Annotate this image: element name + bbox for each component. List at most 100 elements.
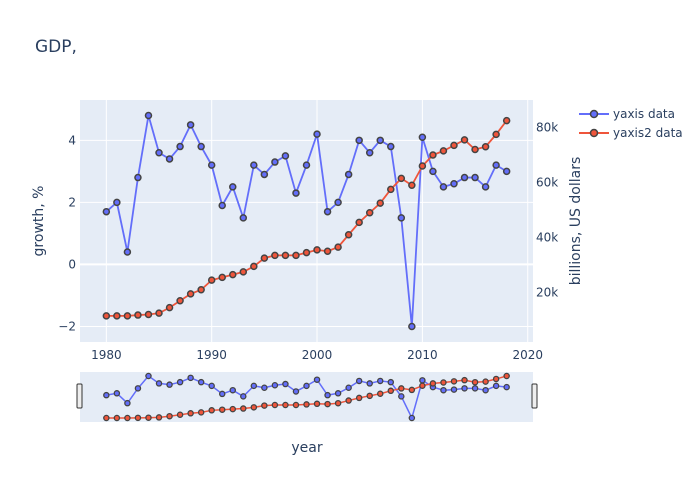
- series-point-1[interactable]: [460, 136, 469, 144]
- slider-series-point-1: [124, 414, 131, 422]
- series-point-1[interactable]: [260, 254, 269, 262]
- series-point-1[interactable]: [334, 243, 342, 251]
- series-point-1[interactable]: [292, 251, 300, 260]
- series-point-1[interactable]: [144, 310, 153, 319]
- series-point-0[interactable]: [207, 161, 216, 169]
- series-point-1[interactable]: [186, 290, 195, 298]
- series-point-1[interactable]: [197, 286, 205, 294]
- slider-series-point-0: [261, 384, 268, 391]
- series-point-0[interactable]: [229, 183, 237, 191]
- series-point-0[interactable]: [481, 183, 490, 191]
- series-point-0[interactable]: [439, 183, 448, 191]
- series-point-1[interactable]: [165, 303, 174, 312]
- series-point-0[interactable]: [144, 111, 153, 120]
- series-point-0[interactable]: [418, 133, 427, 141]
- series-point-1[interactable]: [502, 116, 511, 125]
- slider-series-point-0: [419, 377, 426, 384]
- slider-series-point-0: [271, 382, 279, 389]
- series-point-1[interactable]: [408, 181, 416, 189]
- series-point-1[interactable]: [323, 247, 332, 255]
- legend[interactable]: yaxis data yaxis2 data: [579, 107, 683, 140]
- series-point-1[interactable]: [207, 276, 216, 284]
- series-point-1[interactable]: [176, 297, 184, 305]
- slider-series-point-1: [334, 399, 342, 407]
- series-point-0[interactable]: [186, 121, 195, 129]
- series-point-0[interactable]: [271, 158, 279, 166]
- series-point-0[interactable]: [397, 214, 406, 222]
- series-point-0[interactable]: [218, 201, 226, 210]
- series-point-1[interactable]: [429, 151, 437, 159]
- series-point-0[interactable]: [260, 170, 269, 179]
- series-point-0[interactable]: [355, 136, 363, 145]
- series-point-1[interactable]: [471, 145, 479, 154]
- series-point-0[interactable]: [113, 198, 121, 207]
- series-point-0[interactable]: [376, 136, 384, 145]
- series-point-0[interactable]: [365, 148, 374, 157]
- series-point-1[interactable]: [450, 141, 458, 150]
- series-point-0[interactable]: [134, 173, 142, 182]
- slider-series-point-1: [461, 376, 468, 384]
- series-point-1[interactable]: [418, 162, 427, 170]
- slider-series-point-1: [345, 397, 352, 404]
- series-point-0[interactable]: [450, 180, 458, 188]
- series-point-0[interactable]: [155, 148, 163, 157]
- legend-item-yaxis2[interactable]: yaxis2 data: [579, 126, 683, 140]
- series-point-1[interactable]: [344, 231, 353, 239]
- series-point-0[interactable]: [239, 214, 248, 222]
- series-point-0[interactable]: [313, 130, 321, 138]
- series-point-1[interactable]: [397, 174, 406, 183]
- series-point-0[interactable]: [471, 173, 479, 182]
- series-point-0[interactable]: [492, 161, 500, 169]
- y2-tick-label: 20k: [536, 286, 558, 300]
- series-point-1[interactable]: [313, 246, 321, 254]
- series-point-1[interactable]: [218, 273, 226, 282]
- series-point-0[interactable]: [344, 170, 353, 179]
- series-point-1[interactable]: [387, 185, 395, 194]
- series-point-1[interactable]: [102, 312, 111, 320]
- series-point-0[interactable]: [302, 161, 311, 169]
- series-point-1[interactable]: [481, 143, 490, 151]
- series-point-1[interactable]: [376, 199, 384, 207]
- series-point-0[interactable]: [502, 167, 511, 176]
- series-point-0[interactable]: [176, 142, 184, 151]
- series-point-0[interactable]: [250, 161, 258, 169]
- series-point-0[interactable]: [102, 207, 111, 216]
- series-point-1[interactable]: [134, 311, 142, 319]
- series-point-1[interactable]: [355, 218, 363, 227]
- series-point-0[interactable]: [429, 167, 437, 176]
- slider-series-point-0: [376, 377, 384, 385]
- range-slider-left-handle[interactable]: [76, 383, 83, 409]
- series-point-1[interactable]: [271, 251, 279, 260]
- y2-axis-ticks: 20k 40k 60k 80k: [536, 121, 558, 300]
- series-point-0[interactable]: [387, 142, 395, 151]
- series-point-0[interactable]: [334, 198, 342, 207]
- series-point-1[interactable]: [365, 209, 374, 217]
- series-point-1[interactable]: [492, 130, 500, 139]
- series-point-1[interactable]: [302, 248, 311, 257]
- series-point-1[interactable]: [155, 309, 163, 317]
- series-point-0[interactable]: [323, 207, 332, 216]
- range-slider-right-handle[interactable]: [531, 383, 538, 409]
- series-point-1[interactable]: [439, 147, 448, 155]
- series-point-0[interactable]: [408, 322, 416, 331]
- series-point-0[interactable]: [165, 155, 174, 163]
- slider-series-point-1: [103, 414, 110, 422]
- y-tick-label: 4: [68, 133, 76, 147]
- series-point-1[interactable]: [239, 268, 248, 276]
- slider-series-point-0: [398, 393, 405, 400]
- series-point-0[interactable]: [460, 173, 469, 182]
- series-point-1[interactable]: [229, 270, 237, 279]
- series-point-0[interactable]: [123, 248, 132, 256]
- series-point-1[interactable]: [250, 262, 258, 271]
- slider-series-point-1: [387, 387, 395, 395]
- series-point-0[interactable]: [197, 142, 205, 151]
- slider-series-point-1: [155, 414, 163, 421]
- legend-item-yaxis[interactable]: yaxis data: [579, 107, 675, 121]
- series-point-1[interactable]: [281, 251, 290, 260]
- slider-series-point-1: [429, 380, 437, 387]
- series-point-0[interactable]: [281, 152, 290, 160]
- series-point-1[interactable]: [113, 312, 121, 320]
- series-point-1[interactable]: [123, 312, 132, 320]
- series-point-0[interactable]: [292, 189, 300, 197]
